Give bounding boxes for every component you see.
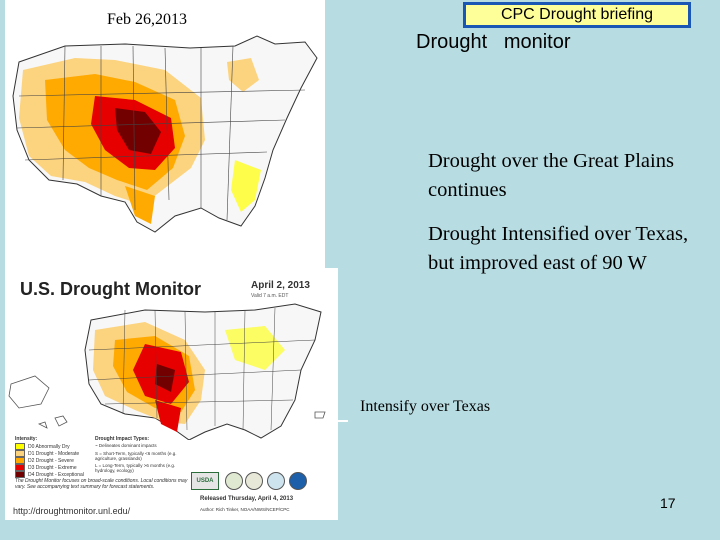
released-date: Released Thursday, April 4, 2013	[200, 496, 294, 502]
partner-logo-icon	[245, 472, 263, 490]
header-title: CPC Drought briefing	[500, 6, 654, 23]
usdm-url-link[interactable]: http://droughtmonitor.unl.edu/	[13, 506, 131, 516]
legend-item-d2: D2 Drought - Severe	[15, 457, 74, 464]
legend-item-d0: D0 Abnormally Dry	[15, 443, 70, 450]
annotation-text: Intensify over Texas	[360, 398, 491, 415]
legend-swatch	[15, 450, 25, 457]
usdm-title: U.S. Drought Monitor	[20, 279, 201, 299]
impact-title: Drought Impact Types:	[95, 436, 150, 442]
usdm-date: April 2, 2013	[251, 280, 310, 291]
legend-title: Intensity:	[15, 436, 38, 442]
legend-swatch	[15, 471, 25, 478]
partner-logo-icon	[267, 472, 285, 490]
legend-label: D1 Drought - Moderate	[28, 450, 80, 457]
legend-label: D2 Drought - Severe	[28, 457, 74, 464]
legend-swatch	[15, 464, 25, 471]
drought-map-feb: Feb 26,2013	[5, 0, 325, 270]
page-number: 17	[660, 495, 676, 511]
author-credit: Author: Rich Tinker, NOAA/NWS/NCEP/CPC	[200, 507, 290, 512]
legend-label: D3 Drought - Extreme	[28, 464, 77, 471]
bullet-text: Drought Intensified over Texas, but impr…	[428, 223, 689, 274]
usdm-note: The Drought Monitor focuses on broad-sca…	[15, 478, 188, 490]
callout-tick	[334, 420, 348, 422]
impact-item: ~ Delineates dominant impacts	[95, 443, 157, 448]
map-date-label: Feb 26,2013	[107, 11, 187, 28]
legend-item-d3: D3 Drought - Extreme	[15, 464, 77, 471]
legend-item-d1: D1 Drought - Moderate	[15, 450, 79, 457]
legend-swatch	[15, 457, 25, 464]
us-map-feb-image	[5, 0, 325, 270]
impact-item: L = Long-Term, typically >6 months (e.g.…	[95, 463, 176, 473]
legend-label: D0 Abnormally Dry	[28, 443, 70, 450]
usdm-valid-note: Valid 7 a.m. EDT	[251, 293, 289, 299]
header-banner: CPC Drought briefing	[463, 2, 691, 28]
us-map-april-image	[8, 303, 326, 440]
legend-label: D4 Drought - Exceptional	[28, 471, 84, 478]
impact-item: S = Short-Term, typically <6 months (e.g…	[95, 451, 177, 461]
slide-subtitle: Drought monitor	[416, 31, 571, 53]
drought-monitor-april: U.S. Drought Monitor April 2, 2013 Valid…	[5, 268, 338, 520]
legend-item-d4: D4 Drought - Exceptional	[15, 471, 84, 478]
bullet-text: Drought over the Great Plains continues	[428, 150, 674, 201]
partner-logo-icon	[225, 472, 243, 490]
usda-logo: USDA	[191, 472, 219, 490]
legend-swatch	[15, 443, 25, 450]
noaa-logo-icon	[289, 472, 307, 490]
